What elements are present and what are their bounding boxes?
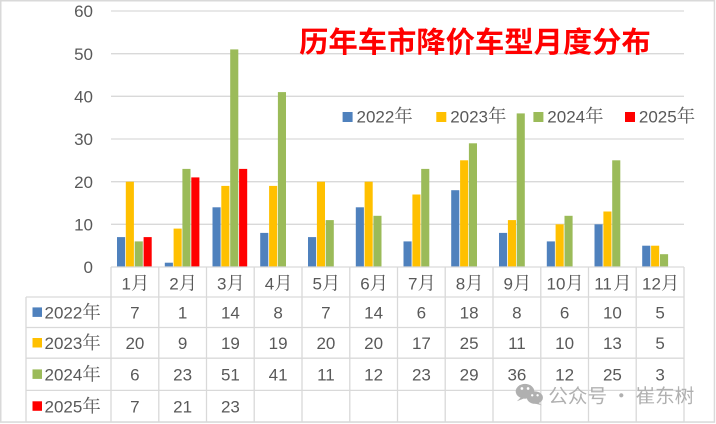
svg-text:36: 36 <box>507 366 526 385</box>
svg-text:51: 51 <box>221 366 240 385</box>
svg-text:14: 14 <box>221 303 240 322</box>
svg-text:10: 10 <box>74 216 93 235</box>
svg-text:19: 19 <box>221 334 240 353</box>
svg-text:2024: 2024 <box>45 366 83 385</box>
svg-text:17: 17 <box>412 334 431 353</box>
svg-text:7: 7 <box>408 275 417 294</box>
svg-text:8: 8 <box>456 275 465 294</box>
svg-text:2: 2 <box>169 275 178 294</box>
svg-text:2023: 2023 <box>45 334 83 353</box>
svg-text:2025: 2025 <box>639 107 677 126</box>
svg-text:10: 10 <box>555 334 574 353</box>
svg-text:5: 5 <box>655 334 664 353</box>
svg-text:30: 30 <box>74 130 93 149</box>
svg-text:41: 41 <box>269 366 288 385</box>
svg-text:1: 1 <box>122 275 131 294</box>
svg-text:11: 11 <box>508 334 526 353</box>
svg-text:3: 3 <box>217 275 226 294</box>
svg-text:20: 20 <box>74 173 93 192</box>
svg-text:25: 25 <box>603 366 622 385</box>
svg-text:40: 40 <box>74 88 93 107</box>
svg-text:12: 12 <box>555 366 574 385</box>
svg-text:6: 6 <box>130 366 139 385</box>
svg-text:2022: 2022 <box>357 107 395 126</box>
svg-text:2023: 2023 <box>450 107 488 126</box>
svg-text:2024: 2024 <box>547 107 585 126</box>
svg-text:8: 8 <box>273 303 282 322</box>
svg-text:50: 50 <box>74 45 93 64</box>
svg-text:5: 5 <box>655 303 664 322</box>
svg-text:29: 29 <box>460 366 479 385</box>
svg-text:6: 6 <box>360 275 369 294</box>
svg-text:13: 13 <box>603 334 622 353</box>
svg-text:12: 12 <box>642 275 661 294</box>
svg-text:60: 60 <box>74 2 93 21</box>
svg-text:23: 23 <box>173 366 192 385</box>
svg-text:1: 1 <box>178 303 187 322</box>
svg-text:19: 19 <box>269 334 288 353</box>
svg-text:23: 23 <box>412 366 431 385</box>
svg-text:11: 11 <box>594 275 612 294</box>
svg-text:2025: 2025 <box>45 397 83 416</box>
svg-text:6: 6 <box>560 303 569 322</box>
svg-text:20: 20 <box>125 334 144 353</box>
svg-text:11: 11 <box>317 366 335 385</box>
svg-text:9: 9 <box>178 334 187 353</box>
svg-text:8: 8 <box>512 303 521 322</box>
svg-text:7: 7 <box>130 303 139 322</box>
svg-text:5: 5 <box>313 275 322 294</box>
svg-text:6: 6 <box>417 303 426 322</box>
svg-text:12: 12 <box>364 366 383 385</box>
svg-text:25: 25 <box>460 334 479 353</box>
svg-text:23: 23 <box>221 397 240 416</box>
svg-text:3: 3 <box>655 366 664 385</box>
svg-text:7: 7 <box>321 303 330 322</box>
svg-text:4: 4 <box>265 275 274 294</box>
svg-text:18: 18 <box>460 303 479 322</box>
svg-text:7: 7 <box>130 397 139 416</box>
svg-text:20: 20 <box>316 334 335 353</box>
svg-text:21: 21 <box>173 397 192 416</box>
svg-text:2022: 2022 <box>45 303 83 322</box>
svg-text:9: 9 <box>504 275 513 294</box>
svg-text:20: 20 <box>364 334 383 353</box>
svg-text:10: 10 <box>603 303 622 322</box>
svg-text:14: 14 <box>364 303 383 322</box>
svg-text:10: 10 <box>547 275 566 294</box>
svg-text:0: 0 <box>84 258 93 277</box>
